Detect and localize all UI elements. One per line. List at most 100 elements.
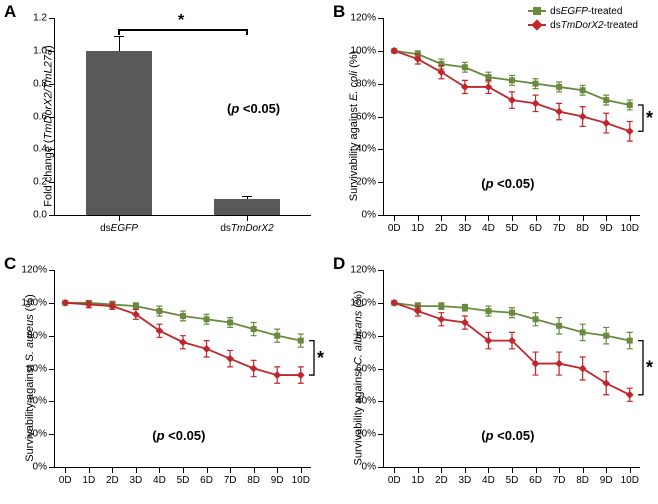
marker-green [156,308,162,314]
x-tick-label: 3D [458,475,471,486]
y-tick-label: 0.4 [33,144,47,155]
y-tick-label: 0% [362,462,376,473]
marker-green [556,84,562,90]
y-tick-label: 120% [350,265,376,276]
x-tick [465,467,466,473]
legend-red: dsTmDorX2-treated [528,18,638,32]
legend-green-label: dsEGFP-treated [550,6,622,17]
y-tick-label: 100% [21,297,47,308]
panel-b-legend: dsEGFP-treated dsTmDorX2-treated [528,4,638,32]
error-cap [114,36,124,37]
error-cap [242,196,252,197]
x-tick [583,467,584,473]
x-tick-label: 7D [224,475,237,486]
x-tick [441,467,442,473]
y-tick [378,467,384,468]
marker-red [297,371,305,379]
y-tick [49,117,55,118]
y-tick-label: 40% [356,144,376,155]
p-value-text: (p <0.05) [227,101,280,116]
marker-red [626,391,634,399]
x-tick-label: 10D [292,475,310,486]
marker-red [273,371,281,379]
x-tick [536,467,537,473]
y-tick-label: 1.0 [33,45,47,56]
x-tick [277,467,278,473]
y-tick-label: 60% [356,111,376,122]
panel-c: C Survivability against S. aureus (%) 0%… [0,252,329,504]
x-tick-label: 1D [411,223,424,234]
x-tick [65,467,66,473]
x-tick [606,467,607,473]
x-tick-label: 6D [529,223,542,234]
y-tick-label: 0.8 [33,78,47,89]
y-tick-label: 60% [27,363,47,374]
x-tick [418,467,419,473]
y-tick [378,215,384,216]
bar [214,199,281,215]
marker-red [555,108,563,116]
x-tick-label: 9D [600,475,613,486]
significance-star: * [646,108,653,128]
x-tick [630,467,631,473]
x-tick-label: 5D [177,475,190,486]
y-tick-label: 0.2 [33,177,47,188]
p-value-text: (p <0.05) [481,428,534,443]
x-tick-label: 3D [458,223,471,234]
marker-red [626,127,634,135]
y-tick-label: 100% [350,297,376,308]
y-tick-label: 1.2 [33,13,47,24]
bar [86,51,153,215]
significance-tick [118,29,120,35]
panel-c-label: C [4,254,16,274]
x-tick [441,215,442,221]
marker-green [580,329,586,335]
marker-green [509,310,515,316]
x-tick [136,467,137,473]
y-tick-label: 80% [27,330,47,341]
x-tick [512,467,513,473]
x-tick-label: 10D [621,223,639,234]
x-tick-label: 5D [506,475,519,486]
x-tick-label: 6D [529,475,542,486]
marker-green [462,305,468,311]
y-tick-label: 0.6 [33,111,47,122]
x-tick-label: 6D [200,475,213,486]
x-tick-label: 9D [600,223,613,234]
marker-red [203,345,211,353]
y-tick-label: 120% [350,13,376,24]
marker-green [274,333,280,339]
y-tick-label: 120% [21,265,47,276]
x-tick-label: 4D [153,475,166,486]
x-tick [488,215,489,221]
x-tick-label: 4D [482,475,495,486]
x-tick-label: 0D [388,475,401,486]
y-tick [49,215,55,216]
marker-green [485,308,491,314]
marker-green [556,323,562,329]
error-bar [119,36,120,51]
marker-red [250,365,258,373]
x-tick [159,467,160,473]
marker-red [579,113,587,121]
marker-red [508,96,516,104]
panel-a: A Fold change (TmDorX2/TmL27a) 0.00.20.4… [0,0,329,252]
marker-red [485,83,493,91]
significance-bracket [638,105,643,131]
significance-star: * [317,348,324,368]
x-tick-label: 1D [82,475,95,486]
marker-red [179,338,187,346]
y-tick-label: 0% [362,210,376,221]
marker-red [226,355,234,363]
panel-d-label: D [333,254,345,274]
panel-a-label: A [4,2,16,22]
marker-green [438,303,444,309]
x-tick-label: 0D [59,475,72,486]
marker-green [580,87,586,93]
marker-green [227,320,233,326]
marker-green [603,97,609,103]
x-tick-label: 8D [247,475,260,486]
y-tick-label: 0% [33,462,47,473]
x-tick-label: 9D [271,475,284,486]
x-tick [394,467,395,473]
